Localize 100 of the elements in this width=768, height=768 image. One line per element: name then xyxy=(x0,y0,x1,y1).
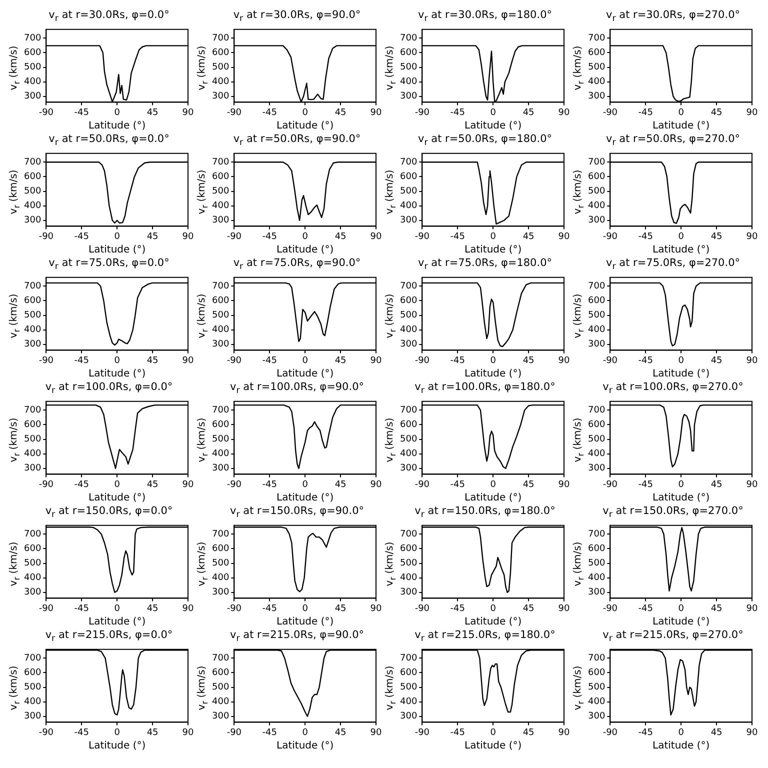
y-tick-label: 400 xyxy=(400,325,418,336)
x-axis-title: Latitude (°) xyxy=(276,368,334,380)
x-tick-label: 45 xyxy=(146,108,158,118)
x-tick-label: 90 xyxy=(182,108,194,118)
x-tick-label: 45 xyxy=(146,232,158,242)
y-tick-label: 300 xyxy=(400,588,418,598)
y-tick-label: 400 xyxy=(212,449,230,460)
y-tick-label: 300 xyxy=(24,216,42,226)
y-tick-label: 600 xyxy=(400,296,418,306)
y-tick-label: 600 xyxy=(24,668,42,678)
x-tick-label: 45 xyxy=(334,108,346,118)
x-tick-label: 0 xyxy=(678,108,684,118)
y-tick-label: 600 xyxy=(212,668,230,678)
y-tick-label: 700 xyxy=(588,157,606,168)
y-tick-label: 600 xyxy=(212,172,230,182)
x-tick-label: -90 xyxy=(38,728,54,738)
x-tick-label: 45 xyxy=(522,232,534,242)
y-tick-label: 700 xyxy=(212,33,230,44)
x-tick-label: 90 xyxy=(558,232,570,242)
y-tick-label: 500 xyxy=(24,682,42,693)
x-tick-label: -45 xyxy=(638,480,653,490)
x-tick-label: -90 xyxy=(602,232,618,242)
chart-title: v$_{r}$ at r=100.0Rs, φ=180.0° xyxy=(414,380,556,396)
x-tick-label: -45 xyxy=(262,108,277,118)
x-tick-label: -90 xyxy=(226,232,242,242)
x-tick-label: 90 xyxy=(182,728,194,738)
x-axis-title: Latitude (°) xyxy=(464,616,522,628)
x-axis-title: Latitude (°) xyxy=(652,244,710,256)
x-tick-label: -90 xyxy=(414,232,430,242)
y-tick-label: 400 xyxy=(24,573,42,584)
x-tick-label: 90 xyxy=(370,728,382,738)
y-tick-label: 600 xyxy=(24,420,42,430)
y-tick-label: 400 xyxy=(588,573,606,584)
x-tick-label: 45 xyxy=(334,480,346,490)
y-tick-label: 400 xyxy=(588,201,606,212)
chart-title: v$_{r}$ at r=75.0Rs, φ=270.0° xyxy=(604,256,742,272)
x-tick-label: -90 xyxy=(226,604,242,614)
y-tick-label: 700 xyxy=(24,281,42,292)
y-tick-label: 400 xyxy=(24,449,42,460)
y-tick-label: 300 xyxy=(588,712,606,722)
x-tick-label: -45 xyxy=(450,480,465,490)
y-tick-label: 700 xyxy=(212,529,230,540)
y-tick-label: 600 xyxy=(212,296,230,306)
chart-title: v$_{r}$ at r=150.0Rs, φ=180.0° xyxy=(414,504,556,520)
y-tick-label: 500 xyxy=(400,186,418,197)
x-axis-title: Latitude (°) xyxy=(464,492,522,504)
y-tick-label: 500 xyxy=(588,558,606,569)
x-tick-label: 90 xyxy=(558,356,570,366)
y-tick-label: 300 xyxy=(400,92,418,102)
x-tick-label: 0 xyxy=(302,108,308,118)
y-tick-label: 300 xyxy=(400,216,418,226)
x-axis-title: Latitude (°) xyxy=(464,244,522,256)
x-tick-label: 45 xyxy=(522,604,534,614)
x-tick-label: -45 xyxy=(74,480,89,490)
y-tick-label: 600 xyxy=(400,544,418,554)
x-tick-label: -45 xyxy=(450,232,465,242)
x-tick-label: 90 xyxy=(370,232,382,242)
x-tick-label: 0 xyxy=(490,480,496,490)
y-tick-label: 700 xyxy=(588,653,606,664)
y-tick-label: 400 xyxy=(400,573,418,584)
chart-title: v$_{r}$ at r=215.0Rs, φ=180.0° xyxy=(414,628,556,644)
x-tick-label: 0 xyxy=(490,728,496,738)
x-tick-label: 45 xyxy=(710,728,722,738)
y-tick-label: 300 xyxy=(400,712,418,722)
chart-title: v$_{r}$ at r=215.0Rs, φ=270.0° xyxy=(602,628,744,644)
y-tick-label: 700 xyxy=(400,529,418,540)
y-tick-label: 600 xyxy=(588,420,606,430)
x-tick-label: 90 xyxy=(182,356,194,366)
y-tick-label: 400 xyxy=(588,697,606,708)
x-tick-label: 0 xyxy=(114,356,120,366)
y-tick-label: 700 xyxy=(588,529,606,540)
x-tick-label: -45 xyxy=(262,728,277,738)
x-tick-label: 45 xyxy=(334,728,346,738)
x-tick-label: 0 xyxy=(678,728,684,738)
x-tick-label: -45 xyxy=(450,728,465,738)
y-tick-label: 700 xyxy=(24,529,42,540)
x-tick-label: -45 xyxy=(74,108,89,118)
chart-title: v$_{r}$ at r=30.0Rs, φ=90.0° xyxy=(232,8,362,24)
chart-title: v$_{r}$ at r=50.0Rs, φ=0.0° xyxy=(48,132,170,148)
y-tick-label: 700 xyxy=(400,33,418,44)
x-tick-label: -90 xyxy=(226,480,242,490)
x-tick-label: 90 xyxy=(182,232,194,242)
y-tick-label: 700 xyxy=(400,281,418,292)
y-tick-label: 400 xyxy=(212,201,230,212)
x-tick-label: 45 xyxy=(522,728,534,738)
x-tick-label: 90 xyxy=(746,108,758,118)
chart-title: v$_{r}$ at r=100.0Rs, φ=0.0° xyxy=(44,380,174,396)
y-tick-label: 500 xyxy=(212,62,230,73)
x-tick-label: 0 xyxy=(302,480,308,490)
y-tick-label: 600 xyxy=(588,48,606,58)
y-tick-label: 400 xyxy=(24,77,42,88)
x-tick-label: 90 xyxy=(746,480,758,490)
x-axis-title: Latitude (°) xyxy=(88,740,146,752)
x-tick-label: 45 xyxy=(710,356,722,366)
y-tick-label: 600 xyxy=(212,544,230,554)
y-tick-label: 600 xyxy=(588,544,606,554)
x-axis-title: Latitude (°) xyxy=(88,492,146,504)
y-tick-label: 400 xyxy=(24,697,42,708)
y-tick-label: 700 xyxy=(588,33,606,44)
x-axis-title: Latitude (°) xyxy=(652,120,710,132)
